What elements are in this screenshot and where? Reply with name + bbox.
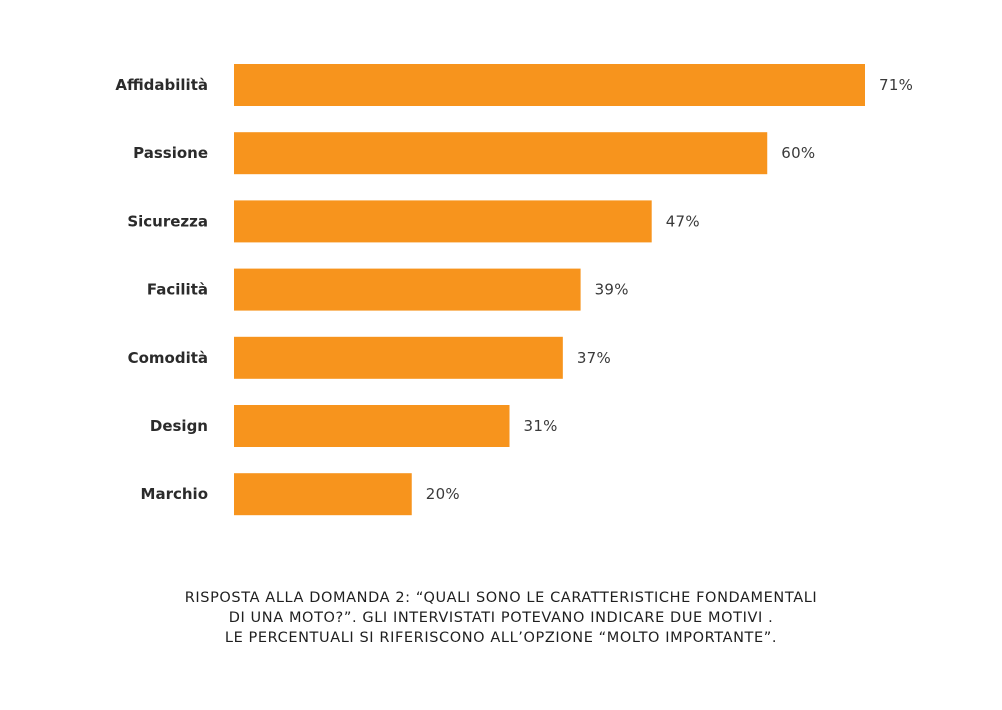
value-label-6: 20% — [426, 485, 460, 503]
value-label-5: 31% — [524, 417, 558, 435]
bar-0 — [234, 64, 865, 106]
caption-line-1: RISPOSTA ALLA DOMANDA 2: “QUALI SONO LE … — [184, 590, 818, 606]
category-label-4: Comodità — [128, 349, 208, 367]
value-label-2: 47% — [666, 212, 700, 230]
category-label-6: Marchio — [141, 485, 208, 503]
category-label-0: Affidabilità — [115, 76, 208, 94]
category-label-3: Facilità — [147, 281, 208, 299]
value-label-4: 37% — [577, 349, 611, 367]
category-label-1: Passione — [133, 144, 208, 162]
bar-5 — [234, 405, 510, 447]
bar-2 — [234, 200, 652, 243]
bar-1 — [234, 132, 768, 175]
category-label-2: Sicurezza — [127, 212, 208, 230]
value-label-0: 71% — [879, 76, 913, 94]
bar-4 — [234, 336, 563, 379]
value-label-3: 39% — [595, 281, 629, 299]
bar-3 — [234, 268, 581, 311]
caption-line-2: DI UNA MOTO?”. GLI INTERVISTATI POTEVANO… — [228, 610, 774, 626]
bar-chart: Affidabilità 71% Passione 60% Sicurezza 47% Fa… — [115, 64, 913, 516]
caption-line-3: LE PERCENTUALI SI RIFERISCONO ALL’OPZION… — [224, 630, 778, 646]
chart-caption: RISPOSTA ALLA DOMANDA 2: “QUALI SONO LE … — [0, 588, 1002, 648]
value-label-1: 60% — [781, 144, 815, 162]
category-label-5: Design — [150, 417, 208, 435]
bar-6 — [234, 473, 412, 516]
